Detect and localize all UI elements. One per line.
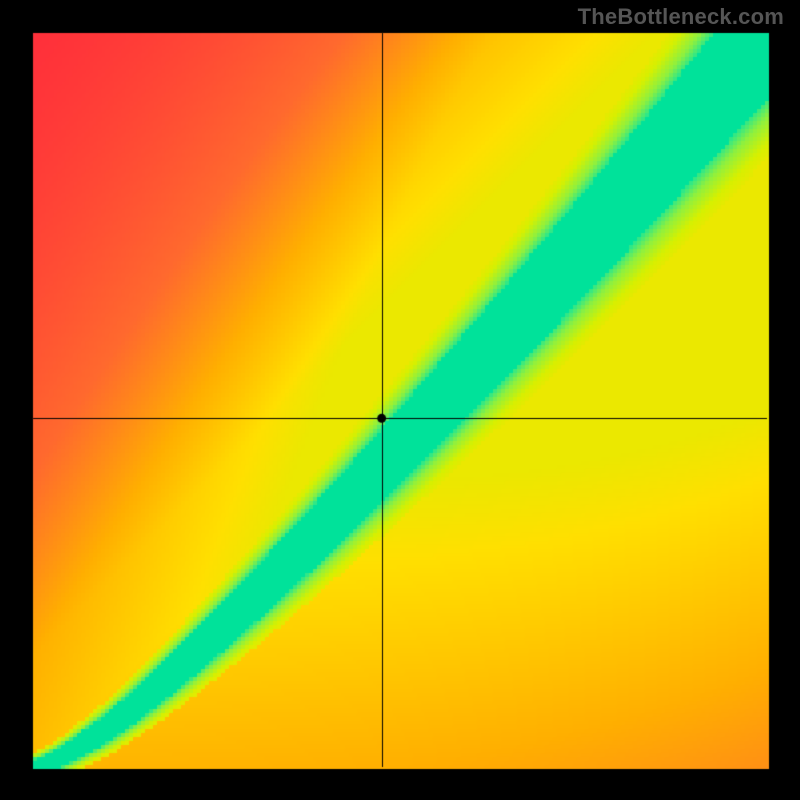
watermark-text: TheBottleneck.com: [578, 4, 784, 30]
crosshair-overlay: [0, 0, 800, 800]
chart-container: TheBottleneck.com: [0, 0, 800, 800]
